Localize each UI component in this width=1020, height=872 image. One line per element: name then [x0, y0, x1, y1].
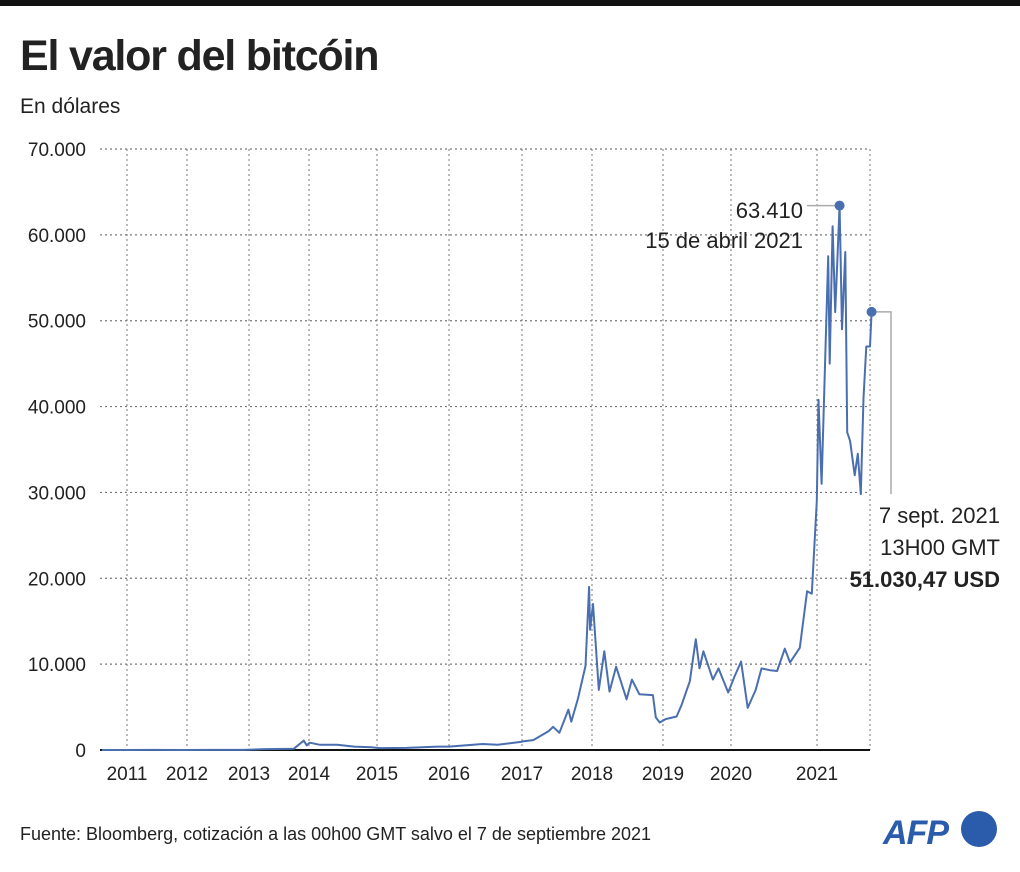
last-value-label: 51.030,47 USD — [850, 567, 1000, 592]
grid — [100, 148, 871, 750]
last-leader-line — [871, 311, 892, 494]
peak-marker — [834, 200, 845, 211]
last-date-label: 7 sept. 2021 — [879, 503, 1000, 528]
chart-title: El valor del bitcóin — [20, 32, 378, 80]
y-tick-label: 0 — [75, 741, 86, 762]
y-axis: 0 10.000 20.000 30.000 40.000 50.000 60.000 70.… — [28, 140, 86, 762]
y-tick-label: 70.000 — [28, 140, 86, 161]
svg-text:AFP: AFP — [882, 814, 949, 852]
x-tick-label: 2011 — [107, 764, 148, 785]
x-tick-label: 2017 — [501, 764, 543, 785]
x-tick-label: 2018 — [571, 764, 613, 785]
top-bar — [0, 0, 1020, 6]
y-tick-label: 60.000 — [28, 226, 86, 247]
x-tick-label: 2020 — [710, 764, 752, 785]
x-tick-label: 2016 — [428, 764, 470, 785]
y-tick-label: 30.000 — [28, 483, 86, 504]
y-tick-label: 40.000 — [28, 398, 86, 419]
x-tick-label: 2012 — [166, 764, 208, 785]
afp-logo: AFP — [882, 811, 997, 852]
peak-date-label: 15 de abril 2021 — [645, 228, 803, 253]
source-note: Fuente: Bloomberg, cotización a las 00h0… — [20, 824, 651, 844]
peak-value-label: 63.410 — [736, 198, 803, 223]
x-tick-label: 2021 — [796, 764, 838, 785]
annotations: 63.410 15 de abril 2021 7 sept. 2021 13H… — [645, 198, 1000, 592]
x-tick-label: 2019 — [642, 764, 684, 785]
x-tick-label: 2013 — [228, 764, 270, 785]
y-tick-label: 10.000 — [28, 655, 86, 676]
y-tick-label: 50.000 — [28, 312, 86, 333]
x-tick-label: 2014 — [288, 764, 331, 785]
y-tick-label: 20.000 — [28, 569, 86, 590]
x-axis: 2011 2012 2013 2014 2015 2016 2017 2018 2019 2020… — [107, 764, 839, 785]
last-time-label: 13H00 GMT — [880, 535, 1000, 560]
price-line — [101, 204, 873, 751]
last-marker — [866, 306, 877, 317]
chart-subtitle: En dólares — [20, 95, 120, 118]
x-tick-label: 2015 — [356, 764, 398, 785]
